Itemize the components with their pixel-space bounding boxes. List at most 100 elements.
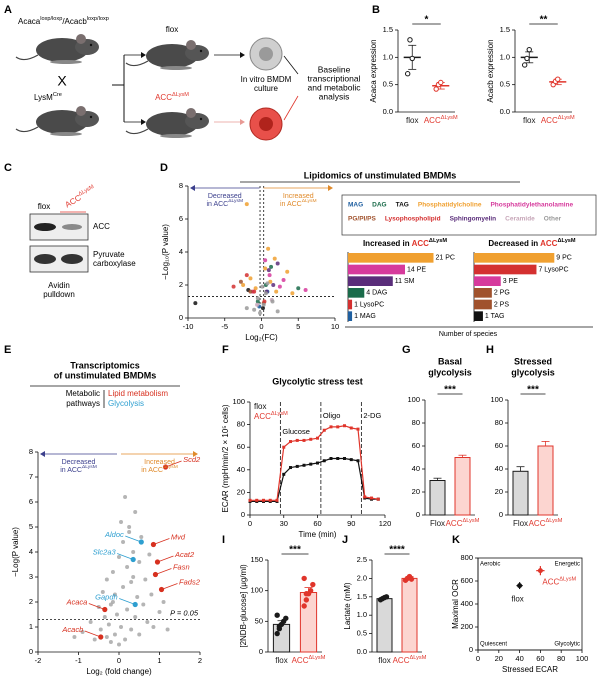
mouse-body	[146, 44, 198, 68]
data-point	[121, 585, 126, 589]
data-point	[139, 535, 144, 539]
mouse-body	[36, 110, 88, 134]
data-point	[255, 498, 259, 502]
y-tick-label: 8	[29, 447, 33, 456]
bracket	[112, 55, 125, 122]
bar	[348, 299, 353, 310]
band	[62, 224, 82, 230]
data-point	[274, 630, 280, 637]
label: ACC	[93, 222, 110, 231]
label: LysMCre	[34, 92, 62, 102]
data-point	[262, 299, 267, 304]
data-point	[376, 497, 380, 501]
data-point	[404, 71, 411, 77]
data-point	[356, 427, 360, 431]
gene-label: Slc2a3	[93, 547, 117, 556]
quadrant-label: Quiescent	[480, 642, 507, 648]
legend-entry: Lipid metabolism	[108, 389, 168, 398]
text-part: in ACC	[60, 467, 82, 474]
bar	[429, 480, 446, 516]
data-point	[241, 283, 246, 287]
y-tick-label: 1.0	[357, 610, 367, 619]
arrow-head	[141, 119, 146, 125]
bar	[512, 470, 529, 516]
text-part: LysM	[34, 93, 53, 102]
panel-label: J	[342, 534, 348, 546]
data-point	[80, 630, 85, 634]
arrow-head	[240, 119, 245, 125]
data-point	[289, 466, 292, 470]
text-part: Decreased in	[488, 239, 540, 248]
data-point	[131, 550, 136, 554]
y-tick-label: 2.0	[357, 573, 367, 582]
data-point	[307, 587, 314, 594]
data-point	[252, 307, 257, 312]
data-point	[433, 86, 439, 92]
y-tick-label: 1.5	[500, 25, 510, 34]
callout	[155, 568, 172, 575]
label: Acacaloxp/loxp/Acacbloxp/loxp	[18, 16, 109, 26]
y-tick-label: 2	[179, 280, 183, 289]
data-point	[274, 289, 279, 294]
superscript: ΔLysM	[545, 518, 562, 524]
y-tick-label: 2.5	[357, 555, 367, 564]
data-point	[252, 289, 257, 294]
superscript: ΔLysM	[172, 92, 189, 98]
category-label: flox	[378, 656, 390, 665]
label: flox	[38, 202, 50, 211]
data-point	[275, 309, 280, 314]
value-label: 1 TAG	[485, 313, 505, 320]
value-label: 1 MAG	[354, 313, 376, 320]
data-point	[112, 592, 117, 597]
label: pulldown	[43, 290, 75, 299]
data-point	[102, 615, 107, 619]
data-point	[296, 286, 301, 291]
data-point	[269, 264, 274, 269]
data-point	[123, 637, 128, 642]
x-tick-label: 90	[347, 519, 355, 528]
data-point	[271, 283, 276, 287]
value-label: 2 PS	[494, 301, 510, 308]
data-point	[157, 610, 162, 614]
superscript: ΔLysM	[558, 115, 575, 121]
bar	[348, 264, 405, 275]
legend-entry: PG/PI/PS	[348, 216, 376, 223]
value-label: 14 PE	[407, 266, 426, 273]
y-tick-label: 0	[241, 510, 245, 519]
panel-label: K	[452, 534, 460, 546]
x-tick-label: -10	[183, 322, 194, 331]
legend-entry: Sphingomyelin	[450, 216, 497, 223]
text-part: ACC	[254, 412, 271, 421]
data-point	[282, 472, 286, 476]
y-axis-label: Maximal OCR	[451, 579, 460, 629]
mouse-eye	[89, 115, 93, 119]
y-tick-label: 50	[255, 616, 263, 625]
event-label: 2-DG	[363, 411, 381, 420]
mouse-ear	[76, 34, 86, 44]
label: culture	[254, 84, 279, 93]
text-part: ACC	[541, 116, 558, 125]
bar	[474, 276, 501, 286]
data-point	[295, 438, 299, 442]
label: and metabolic	[308, 82, 362, 92]
y-axis-label: Lactate (mM)	[343, 582, 352, 629]
y-tick-label: 0.5	[383, 80, 393, 89]
y-tick-label: 100	[250, 586, 263, 595]
data-point	[310, 581, 316, 588]
data-point	[276, 623, 283, 629]
data-point	[266, 246, 271, 251]
data-point	[123, 495, 128, 499]
gene-label: Gapdh	[95, 592, 118, 601]
plot-frame	[477, 557, 583, 651]
callout	[117, 553, 134, 560]
bar	[454, 457, 471, 516]
data-point	[127, 525, 132, 529]
panel-label: D	[160, 162, 168, 174]
x-tick-label: 30	[280, 519, 288, 528]
x-axis-label: Number of species	[439, 331, 498, 338]
event-label: Oligo	[323, 411, 341, 420]
text-part: ACC	[542, 578, 559, 587]
x-tick-label: -5	[221, 322, 228, 331]
category-label: ACCΔLysM	[446, 518, 480, 528]
y-tick-label: 2	[29, 597, 33, 606]
